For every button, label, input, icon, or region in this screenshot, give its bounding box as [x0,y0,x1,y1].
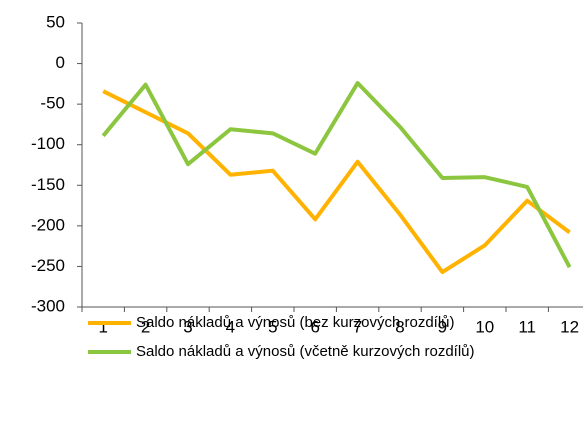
y-tick-label: -250 [31,256,65,275]
y-tick-label: 50 [46,12,65,31]
y-tick-label: -300 [31,296,65,315]
legend-label: Saldo nákladů a výnosů (včetně kurzových… [136,343,475,360]
y-tick-label: -150 [31,175,65,194]
x-tick-label: 2 [141,317,150,336]
x-tick-label: 4 [226,317,235,336]
x-tick-label: 9 [438,317,447,336]
x-tick-label: 3 [183,317,192,336]
x-tick-label: 6 [310,317,319,336]
y-tick-label: -50 [40,94,65,113]
x-tick-label: 12 [560,317,579,336]
legend-label: Saldo nákladů a výnosů (bez kurzových ro… [136,314,455,331]
series-line [101,81,572,269]
x-tick-label: 10 [475,317,494,336]
y-tick-label: -100 [31,134,65,153]
series-line [102,89,571,275]
x-tick-label: 8 [395,317,404,336]
x-tick-label: 1 [98,317,107,336]
x-tick-label: 11 [518,317,536,336]
y-tick-label: -200 [31,215,65,234]
y-tick-label: 0 [56,53,65,72]
x-tick-label: 7 [353,317,362,336]
x-tick-label: 5 [268,317,277,336]
